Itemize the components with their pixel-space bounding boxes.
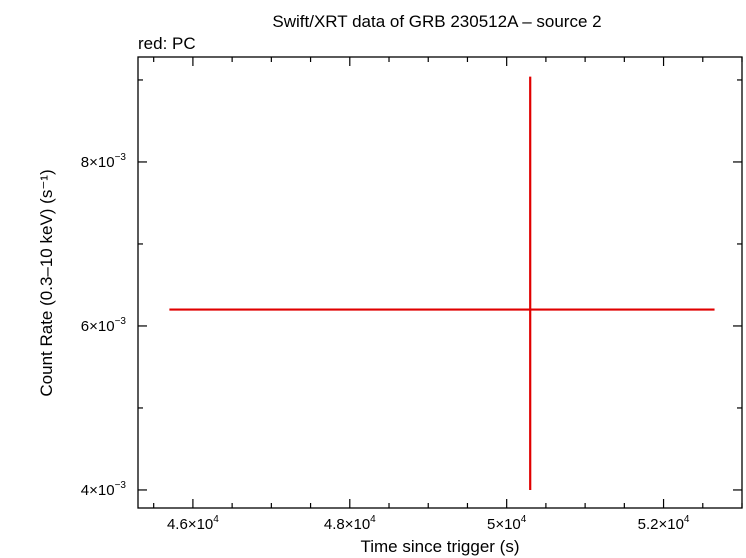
- plot-frame: [137, 56, 743, 509]
- x-tick-label: 5×104: [487, 514, 527, 533]
- data-layer: [169, 76, 715, 490]
- x-tick-label: 4.8×104: [324, 514, 376, 533]
- x-axis-label: Time since trigger (s): [360, 537, 519, 556]
- chart-subtitle: red: PC: [138, 34, 196, 53]
- y-axis-label: Count Rate (0.3–10 keV) (s⁻¹): [37, 169, 56, 396]
- chart-title: Swift/XRT data of GRB 230512A – source 2: [272, 12, 601, 31]
- x-axis-ticks: 4.6×104 4.8×104 5×104 5.2×104: [153, 57, 743, 533]
- y-tick-label: 8×10−3: [81, 152, 127, 171]
- y-tick-label: 4×10−3: [81, 480, 127, 499]
- y-tick-label: 6×10−3: [81, 316, 127, 335]
- x-tick-label: 4.6×104: [167, 514, 219, 533]
- y-axis-ticks: 4×10−3 6×10−3 8×10−3: [81, 79, 742, 499]
- x-tick-label: 5.2×104: [638, 514, 690, 533]
